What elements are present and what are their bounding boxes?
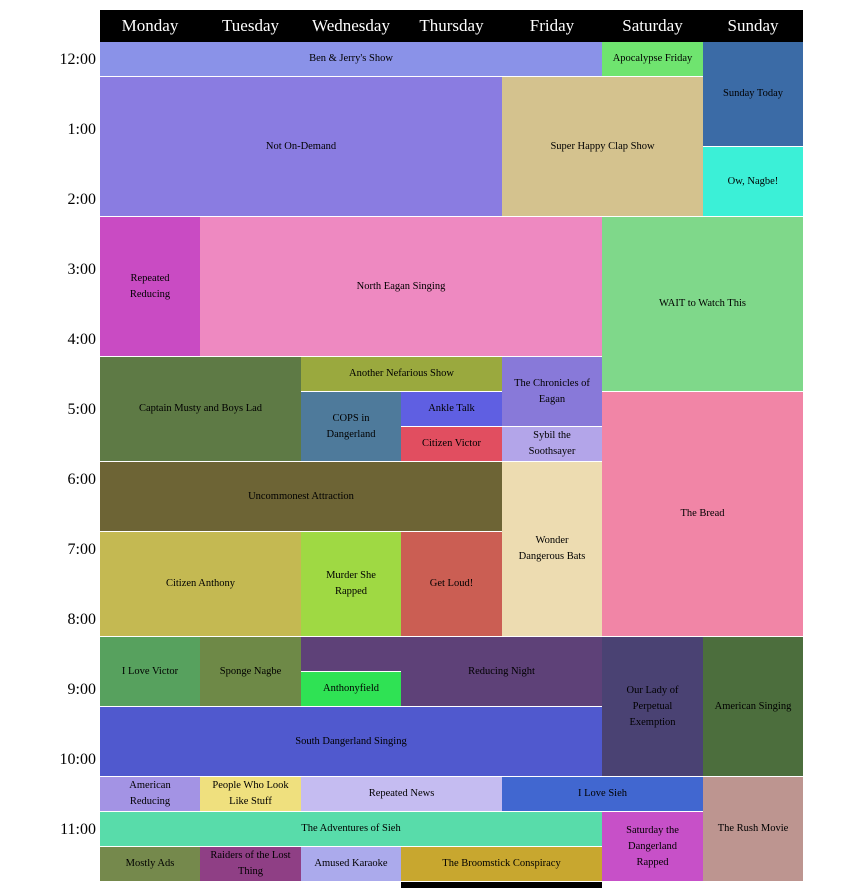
time-label-11-00: 11:00 [60,820,96,838]
time-label-12-00: 12:00 [59,50,96,68]
show-reducing-night: Reducing Night [401,637,602,706]
show-i-love-victor: I Love Victor [100,637,200,706]
day-header-sunday: Sunday [727,16,779,35]
time-label-10-00: 10:00 [59,750,96,768]
show-mostly-ads: Mostly Ads [100,847,200,881]
time-label-3-00: 3:00 [67,260,96,278]
show-apocalypse-friday: Apocalypse Friday [602,42,703,76]
unlabeled-block [401,882,602,888]
day-header-monday: Monday [121,16,179,35]
show-north-eagan-singing: North Eagan Singing [200,217,602,356]
show-ben-jerry-s-show: Ben & Jerry's Show [100,42,602,76]
show-not-on-demand: Not On-Demand [100,77,502,216]
time-label-8-00: 8:00 [67,610,96,628]
time-label-2-00: 2:00 [67,190,96,208]
show-the-bread: The Bread [602,392,803,636]
show-south-dangerland-singing: South Dangerland Singing [100,707,602,776]
show-wait-to-watch-this: WAIT to Watch This [602,217,803,391]
show-anthonyfield: Anthonyfield [301,672,401,706]
day-header-friday: Friday [529,16,575,35]
show-the-rush-movie: The Rush Movie [703,777,803,881]
show-the-adventures-of-sieh: The Adventures of Sieh [100,812,602,846]
day-header-wednesday: Wednesday [312,16,390,35]
show-our-lady-of-perpetual-exemption: Our Lady of Perpetual Exemption [602,637,703,776]
show-get-loud: Get Loud! [401,532,502,636]
show-raiders-of-the-lost-thing: Raiders of the Lost Thing [200,847,301,881]
show-ankle-talk: Ankle Talk [401,392,502,426]
show-i-love-sieh: I Love Sieh [502,777,703,811]
show-captain-musty-and-boys-lad: Captain Musty and Boys Lad [100,357,301,461]
show-repeated-reducing: Repeated Reducing [100,217,200,356]
unlabeled-block [301,637,401,671]
show-uncommonest-attraction: Uncommonest Attraction [100,462,502,531]
show-citizen-anthony: Citizen Anthony [100,532,301,636]
show-cops-in-dangerland: COPS in Dangerland [301,392,401,461]
time-label-9-00: 9:00 [67,680,96,698]
show-ow-nagbe: Ow, Nagbe! [703,147,803,216]
day-header-thursday: Thursday [419,16,484,35]
day-header-saturday: Saturday [622,16,683,35]
show-amused-karaoke: Amused Karaoke [301,847,401,881]
show-saturday-the-dangerland-rapped: Saturday the Dangerland Rapped [602,812,703,881]
time-label-5-00: 5:00 [67,400,96,418]
day-header-tuesday: Tuesday [222,16,279,35]
show-the-chronicles-of-eagan: The Chronicles of Eagan [502,357,602,426]
show-the-broomstick-conspiracy: The Broomstick Conspiracy [401,847,602,881]
show-sybil-the-soothsayer: Sybil the Soothsayer [502,427,602,461]
day-header-bar [100,10,803,42]
time-label-1-00: 1:00 [67,120,96,138]
show-people-who-look-like-stuff: People Who Look Like Stuff [200,777,301,811]
time-label-7-00: 7:00 [67,540,96,558]
show-american-singing: American Singing [703,637,803,776]
show-american-reducing: American Reducing [100,777,200,811]
show-citizen-victor: Citizen Victor [401,427,502,461]
show-another-nefarious-show: Another Nefarious Show [301,357,502,391]
time-label-4-00: 4:00 [67,330,96,348]
show-super-happy-clap-show: Super Happy Clap Show [502,77,703,216]
show-repeated-news: Repeated News [301,777,502,811]
time-label-6-00: 6:00 [67,470,96,488]
show-sponge-nagbe: Sponge Nagbe [200,637,301,706]
show-wonder-dangerous-bats: Wonder Dangerous Bats [502,462,602,636]
show-murder-she-rapped: Murder She Rapped [301,532,401,636]
show-sunday-today: Sunday Today [703,42,803,146]
